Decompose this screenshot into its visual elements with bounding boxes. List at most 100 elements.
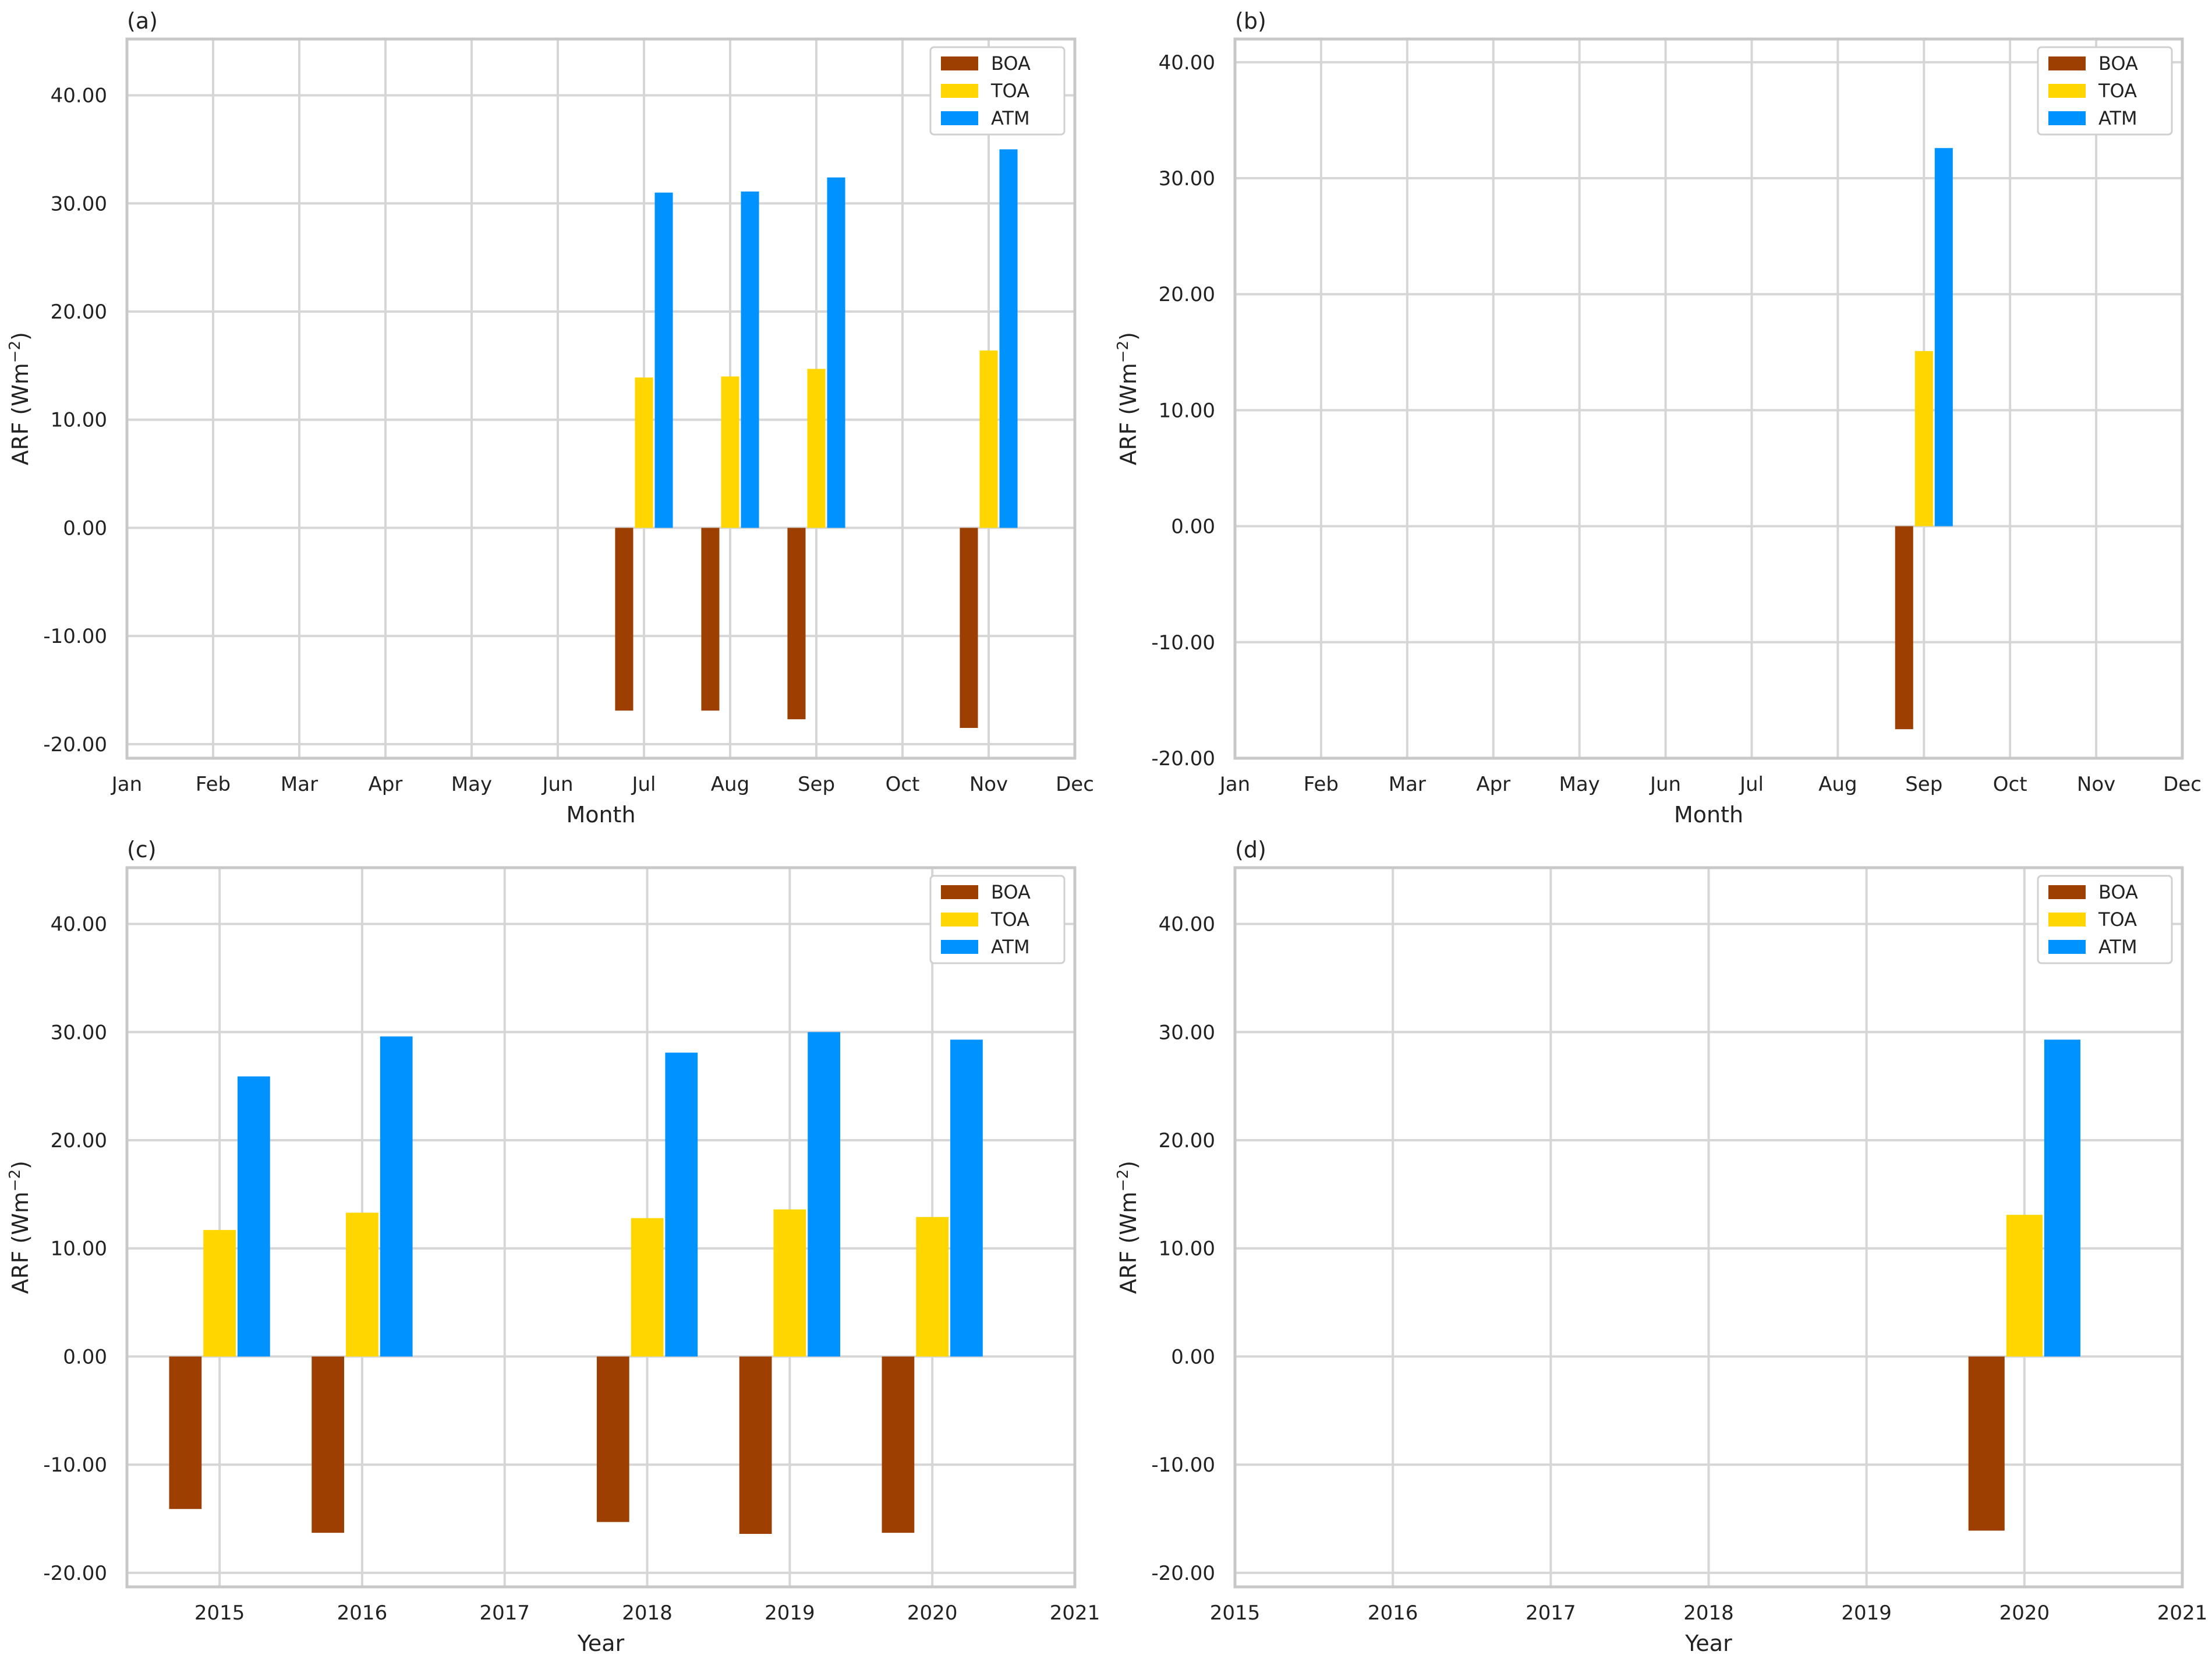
panel-b-xtick-label: Jul [1739,773,1764,796]
panel-c-bar-toa [773,1209,806,1357]
panel-b-ytick-label: 30.00 [1159,167,1215,190]
panel-a-bar-toa [721,376,739,528]
panel-b-legend-label-atm: ATM [2098,107,2137,129]
panel-d-ytick-label: 40.00 [1159,913,1215,936]
panel-a-xtick-label: May [451,773,492,796]
panel-b-legend-swatch-toa [2048,84,2086,98]
panel-c-xtick-label: 2015 [194,1601,245,1625]
panel-b-xtick-label: Mar [1389,773,1426,796]
panel-d-legend-swatch-toa [2048,913,2086,927]
panel-b-xtick-label: Jun [1649,773,1681,796]
panel-d-ytick-label: 30.00 [1159,1021,1215,1044]
panel-d-xtick-label: 2021 [2157,1601,2208,1625]
panel-a-ylabel: ARF (Wm−2) [6,332,33,465]
panel-b-legend-label-boa: BOA [2098,52,2138,75]
panel-a-xtick-label: Aug [711,773,749,796]
panel-a-xtick-label: Jun [541,773,573,796]
panel-a-ytick-label: -20.00 [43,733,107,756]
panel-a-frame [125,37,1077,760]
panel-d-bar-toa [2006,1215,2043,1357]
panel-a-bar-toa [635,377,653,528]
panel-a-legend-swatch-boa [941,56,978,70]
panel-a-bar-boa [787,528,806,720]
panel-a-xtick-label: Feb [196,773,231,796]
panel-b-xtick-label: Apr [1476,773,1510,796]
panel-d-ytick-label: 20.00 [1159,1129,1215,1152]
panel-b-bar-toa [1914,351,1933,526]
panel-d-legend-label-boa: BOA [2098,881,2138,903]
panel-b-ytick-label: -20.00 [1151,747,1215,770]
panel-a-ytick-label: 20.00 [51,300,107,324]
panel-a-bar-atm [741,191,759,528]
panel-c-legend-swatch-boa [941,885,978,899]
panel-a-xtick-label: Jul [631,773,656,796]
panel-b-xtick-label: Aug [1818,773,1857,796]
panel-b-xlabel: Month [1674,802,1743,828]
panel-c-legend-swatch-toa [941,913,978,927]
panel-b-legend-swatch-atm [2048,111,2086,125]
panel-a-xlabel: Month [566,802,635,828]
panel-c-bar-boa [596,1356,629,1522]
panel-c-bar-atm [808,1032,841,1357]
panel-c-bar-atm [950,1039,983,1357]
panel-d-xlabel: Year [1684,1631,1732,1656]
panel-d-bar-boa [1968,1356,2005,1531]
panel-b-ytick-label: 20.00 [1159,283,1215,306]
panel-a-legend-swatch-atm [941,111,978,125]
panel-b-xtick-label: Oct [1993,773,2027,796]
panel-c-xtick-label: 2017 [479,1601,530,1625]
panel-a-xtick-label: Jan [111,773,142,796]
panel-a-bar-boa [960,528,978,728]
panel-d-bar-atm [2044,1039,2080,1357]
panel-b-xtick-label: Dec [2163,773,2202,796]
panel-a-bar-boa [615,528,633,711]
panel-c-bar-toa [346,1212,378,1357]
panel-d-legend-swatch-boa [2048,885,2086,899]
panel-a: -20.00 -10.00 0.00 10.00 20.00 30.00 40.00 Jan F… [6,8,1094,828]
panel-c-xtick-label: 2019 [765,1601,815,1625]
panel-a-xtick-label: Dec [1056,773,1094,796]
panel-d-legend-label-atm: ATM [2098,936,2137,958]
panel-a-bar-atm [999,149,1018,528]
panel-d-legend-label-toa: TOA [2098,908,2137,931]
panel-c-legend-swatch-atm [941,940,978,954]
panel-a-ytick-label: -10.00 [43,625,107,648]
panel-b-frame [1233,37,2184,760]
panel-d-xtick-label: 2019 [1841,1601,1892,1625]
panel-b-bar-atm [1934,148,1953,526]
panel-a-xtick-label: Sep [798,773,835,796]
panel-c-bar-boa [882,1356,915,1533]
panel-a-legend-swatch-toa [941,84,978,98]
panel-c-xtick-label: 2018 [622,1601,673,1625]
panel-b-xtick-label: May [1559,773,1599,796]
panel-a-legend-label-boa: BOA [991,52,1031,75]
panel-b-ytick-label: 40.00 [1159,51,1215,75]
panel-a-bar-boa [701,528,720,711]
panel-d-ylabel: ARF (Wm−2) [1114,1161,1141,1294]
panel-c-bar-boa [169,1356,202,1509]
panel-a-bar-toa [979,350,998,528]
panel-c-legend-label-toa: TOA [990,908,1029,931]
panel-c-ytick-label: -10.00 [43,1454,107,1477]
panel-d-ytick-label: 10.00 [1159,1237,1215,1261]
panel-d-xtick-label: 2020 [1999,1601,2050,1625]
panel-b-xtick-label: Nov [2077,773,2115,796]
panel-c-bar-toa [203,1230,236,1357]
panel-c-ytick-label: 30.00 [51,1021,107,1044]
panel-d-xtick-label: 2017 [1526,1601,1576,1625]
panel-c-bar-atm [665,1052,698,1357]
panel-c-ytick-label: 10.00 [51,1237,107,1261]
panel-a-label: (a) [127,8,158,34]
panel-b-legend: BOA TOA ATM [2037,46,2173,136]
panel-c-bar-atm [380,1036,413,1357]
panel-c-ylabel: ARF (Wm−2) [6,1161,33,1294]
panel-c-legend: BOA TOA ATM [929,875,1066,964]
panel-d-legend-swatch-atm [2048,940,2086,954]
panel-a-legend-label-atm: ATM [991,107,1030,129]
panel-c-xlabel: Year [577,1631,625,1656]
panel-a-xtick-label: Mar [281,773,318,796]
panel-a-ytick-label: 30.00 [51,192,107,215]
panel-d-xtick-label: 2015 [1210,1601,1261,1625]
panel-a-ytick-label: 10.00 [51,409,107,432]
